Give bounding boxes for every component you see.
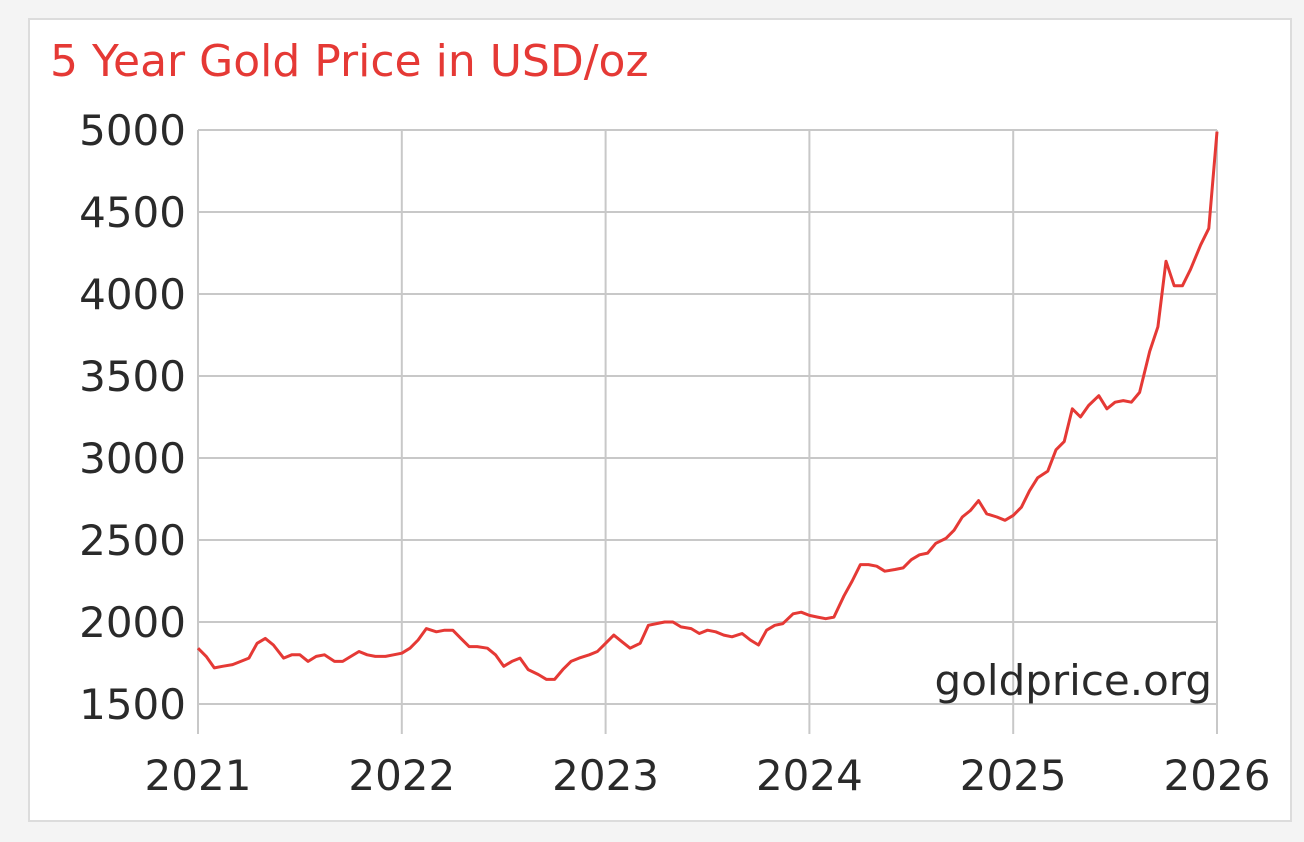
- y-tick-label: 2000: [79, 598, 186, 647]
- x-tick-label: 2026: [1164, 751, 1271, 800]
- y-tick-label: 2500: [79, 516, 186, 565]
- y-tick-label: 3000: [79, 434, 186, 483]
- x-tick-label: 2021: [145, 751, 252, 800]
- y-tick-label: 5000: [79, 106, 186, 155]
- x-axis-ticks: 2021 2022 2023 2024 2025 2026: [145, 751, 1271, 800]
- chart-title: 5 Year Gold Price in USD/oz: [50, 36, 649, 87]
- y-tick-label: 3500: [79, 352, 186, 401]
- chart-frame: [28, 18, 1292, 822]
- y-tick-label: 1500: [79, 680, 186, 729]
- x-tick-label: 2025: [960, 751, 1067, 800]
- x-tick-label: 2024: [756, 751, 863, 800]
- x-tick-label: 2022: [348, 751, 455, 800]
- y-tick-label: 4500: [79, 188, 186, 237]
- y-axis-ticks: 5000 4500 4000 3500 3000 2500 2000 1500: [79, 106, 186, 729]
- grid: [197, 129, 1218, 734]
- series-line-gold-price: [196, 131, 1219, 681]
- watermark-text: goldprice.org: [935, 656, 1212, 705]
- x-tick-label: 2023: [552, 751, 659, 800]
- y-tick-label: 4000: [79, 270, 186, 319]
